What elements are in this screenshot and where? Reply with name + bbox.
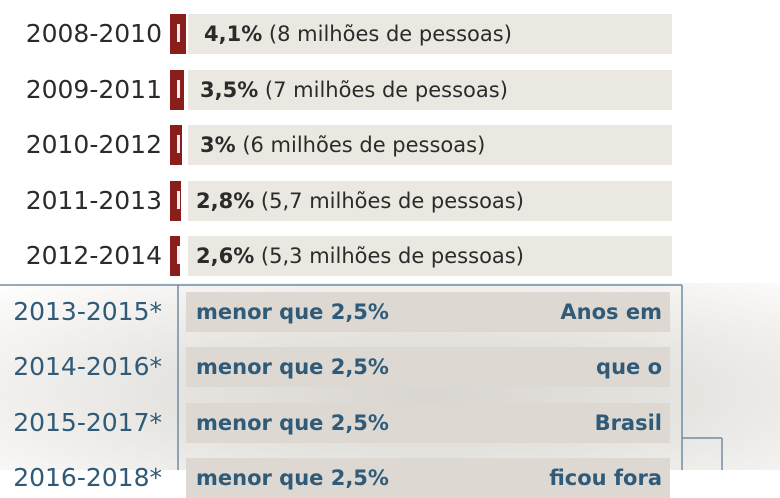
row-background [186, 291, 670, 332]
row-background [188, 180, 672, 221]
annotation-text: Anos em [560, 299, 662, 324]
bar-highlight [177, 135, 180, 153]
row-background [188, 14, 672, 54]
bar [170, 14, 187, 54]
population-value: (5,3 milhões de pessoas) [254, 244, 524, 268]
bar [170, 125, 182, 165]
annotation-text: ficou fora [549, 466, 662, 490]
bar [170, 236, 181, 276]
period-label: 2016-2018* [13, 463, 162, 492]
bar [170, 69, 184, 110]
period-label: 2012-2014 [25, 241, 162, 270]
population-value: (5,7 milhões de pessoas) [254, 188, 524, 213]
value-label: menor que 2,5% [196, 458, 389, 498]
bar-highlight [177, 246, 180, 264]
period-label: 2013-2015* [13, 296, 162, 326]
hunger-map-chart: 2008-2010 4,1% (8 milhões de pessoas) 2009… [0, 14, 780, 498]
percent-value: 3,5% [200, 77, 259, 102]
value-label: 3% (6 milhões de pessoas) [200, 125, 485, 165]
row-background [188, 125, 672, 165]
percent-value: 4,1% [204, 22, 263, 46]
row-background [186, 347, 670, 387]
value-label: menor que 2,5% [196, 403, 389, 443]
period-label: 2008-2010 [25, 19, 162, 48]
population-value: (7 milhões de pessoas) [258, 77, 508, 102]
estimate-value-label: menor que 2,5% [196, 355, 389, 379]
row-background [186, 402, 670, 443]
percent-value: 3% [200, 133, 236, 157]
estimate-frame [0, 284, 723, 470]
period-label: 2015-2017* [13, 407, 162, 437]
bar-highlight [177, 190, 180, 209]
value-label: 2,8% (5,7 milhões de pessoas) [196, 181, 524, 221]
bar-highlight [177, 79, 180, 98]
population-value: (6 milhões de pessoas) [235, 133, 486, 157]
percent-value: 2,8% [196, 188, 255, 213]
annotation-text: que o [596, 355, 662, 379]
value-label: 4,1% (8 milhões de pessoas) [204, 14, 512, 54]
estimate-value-label: menor que 2,5% [196, 299, 389, 324]
bar [170, 180, 182, 221]
period-label: 2009-2011 [25, 74, 162, 104]
value-label: menor que 2,5% [196, 292, 389, 332]
annotation-text: Brasil [594, 410, 662, 435]
period-label: 2014-2016* [13, 352, 162, 381]
percent-value: 2,6% [196, 244, 255, 268]
period-label: 2011-2013 [25, 185, 162, 215]
bar-highlight [177, 24, 180, 42]
row-background [188, 236, 672, 276]
value-label: 2,6% (5,3 milhões de pessoas) [196, 236, 524, 276]
value-label: 3,5% (7 milhões de pessoas) [200, 70, 508, 110]
value-label: menor que 2,5% [196, 347, 389, 387]
period-label: 2010-2012 [25, 130, 162, 159]
population-value: (8 milhões de pessoas) [262, 22, 512, 46]
estimate-value-label: menor que 2,5% [196, 410, 389, 435]
row-background [188, 69, 672, 110]
